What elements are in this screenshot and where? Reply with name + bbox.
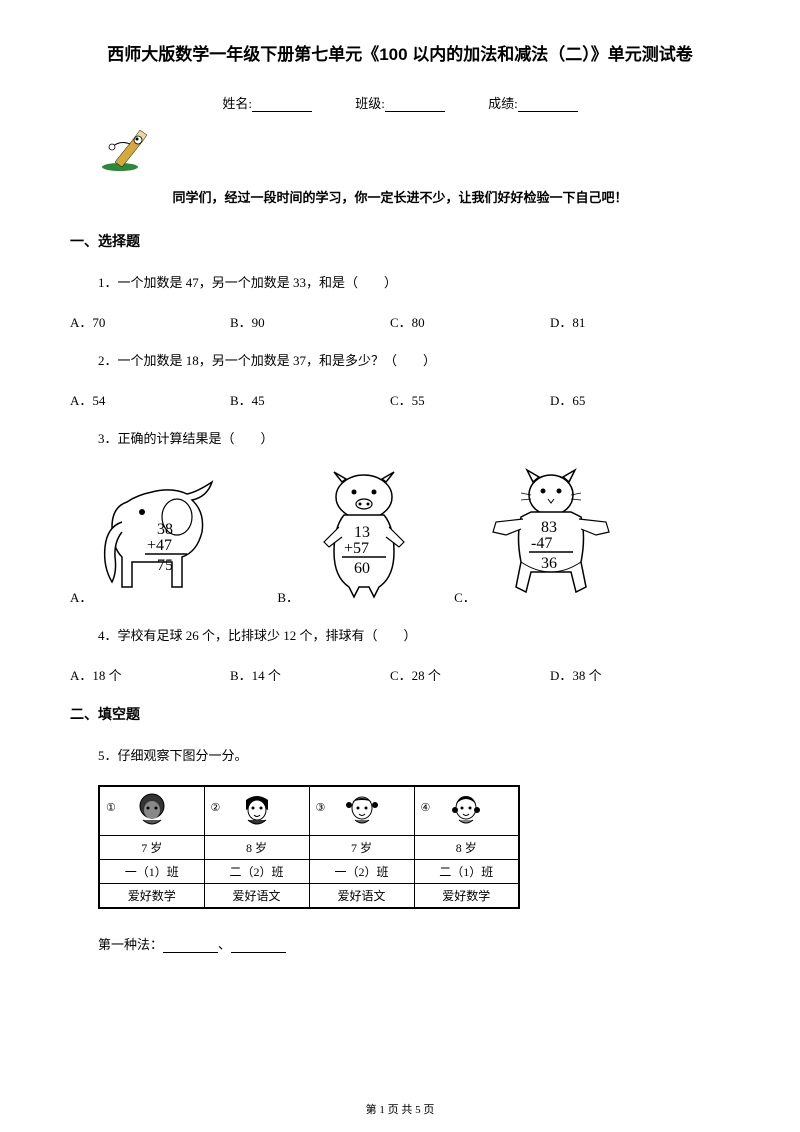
table-cell: 7 岁	[99, 835, 204, 859]
fill-blank-1[interactable]	[163, 940, 218, 953]
table-cell: 爱好语文	[309, 883, 414, 908]
elephant-icon: 38 +47 75	[97, 472, 247, 606]
table-cell: 7 岁	[309, 835, 414, 859]
pencil-cartoon-icon	[100, 122, 730, 177]
svg-text:75: 75	[157, 557, 173, 574]
num-1: ①	[106, 801, 116, 814]
q4-opt-b[interactable]: B．14 个	[230, 665, 390, 684]
child-head-icon-1	[133, 790, 171, 832]
q2-opt-d[interactable]: D．65	[550, 390, 710, 409]
student-info-line: 姓名: 班级: 成绩:	[70, 93, 730, 112]
svg-text:13: 13	[354, 524, 370, 541]
q4-options: A．18 个 B．14 个 C．28 个 D．38 个	[70, 665, 730, 684]
q2-options: A．54 B．45 C．55 D．65	[70, 390, 730, 409]
q3-opt-c[interactable]: C． 83 -47 36	[454, 467, 621, 606]
child-head-icon-4	[447, 790, 485, 832]
q4-opt-c[interactable]: C．28 个	[390, 665, 550, 684]
table-cell: 一（2）班	[309, 859, 414, 883]
table-cell: 二（1）班	[414, 859, 519, 883]
num-2: ②	[211, 801, 221, 814]
table-row-hobby: 爱好数学 爱好语文 爱好语文 爱好数学	[99, 883, 519, 908]
table-cell-img1: ①	[99, 786, 204, 836]
q5-table: ① ② ③ ④	[98, 785, 520, 909]
svg-text:+47: +47	[147, 537, 172, 554]
num-3: ③	[316, 801, 326, 814]
q3-label-a: A．	[70, 587, 92, 606]
name-label: 姓名:	[222, 96, 252, 111]
svg-text:-47: -47	[531, 535, 552, 552]
table-cell-img4: ④	[414, 786, 519, 836]
table-cell: 8 岁	[414, 835, 519, 859]
num-4: ④	[421, 801, 431, 814]
name-blank[interactable]	[252, 98, 312, 112]
child-head-icon-2	[238, 790, 276, 832]
q1-text: 1．一个加数是 47，另一个加数是 33，和是（ ）	[98, 273, 730, 294]
score-blank[interactable]	[518, 98, 578, 112]
q1-opt-c[interactable]: C．80	[390, 312, 550, 331]
pig-icon: 13 +57 60	[304, 467, 424, 606]
table-cell-img2: ②	[204, 786, 309, 836]
separator: 、	[218, 937, 231, 952]
table-row-age: 7 岁 8 岁 7 岁 8 岁	[99, 835, 519, 859]
q1-opt-d[interactable]: D．81	[550, 312, 710, 331]
svg-text:+57: +57	[344, 540, 369, 557]
svg-text:83: 83	[541, 519, 557, 536]
q4-text: 4．学校有足球 26 个，比排球少 12 个，排球有（ ）	[98, 626, 730, 647]
table-row-class: 一（1）班 二（2）班 一（2）班 二（1）班	[99, 859, 519, 883]
page-footer: 第 1 页 共 5 页	[0, 1101, 800, 1117]
q2-opt-b[interactable]: B．45	[230, 390, 390, 409]
child-head-icon-3	[343, 790, 381, 832]
q4-opt-d[interactable]: D．38 个	[550, 665, 710, 684]
q5-answer-line: 第一种法： 、	[98, 934, 730, 953]
q4-opt-a[interactable]: A．18 个	[70, 665, 230, 684]
svg-text:36: 36	[541, 555, 557, 572]
q5-text: 5．仔细观察下图分一分。	[98, 746, 730, 767]
table-cell: 爱好数学	[414, 883, 519, 908]
table-row-images: ① ② ③ ④	[99, 786, 519, 836]
q3-options: A． 38 +47 75 B．	[70, 467, 730, 606]
q1-options: A．70 B．90 C．80 D．81	[70, 312, 730, 331]
q2-opt-a[interactable]: A．54	[70, 390, 230, 409]
q3-opt-a[interactable]: A． 38 +47 75	[70, 472, 247, 606]
table-cell: 爱好语文	[204, 883, 309, 908]
svg-text:38: 38	[157, 521, 173, 538]
q5-table-container: ① ② ③ ④	[98, 785, 730, 909]
table-cell: 爱好数学	[99, 883, 204, 908]
class-label: 班级:	[355, 96, 385, 111]
score-label: 成绩:	[488, 96, 518, 111]
section2-title: 二、填空题	[70, 704, 730, 724]
table-cell-img3: ③	[309, 786, 414, 836]
table-cell: 一（1）班	[99, 859, 204, 883]
q1-opt-b[interactable]: B．90	[230, 312, 390, 331]
q2-text: 2．一个加数是 18，另一个加数是 37，和是多少？（ ）	[98, 351, 730, 372]
q3-label-c: C．	[454, 587, 476, 606]
encourage-text: 同学们，经过一段时间的学习，你一定长进不少，让我们好好检验一下自己吧！	[70, 187, 730, 206]
svg-text:60: 60	[354, 560, 370, 577]
q1-opt-a[interactable]: A．70	[70, 312, 230, 331]
q3-opt-b[interactable]: B． 13 +57 60	[277, 467, 424, 606]
answer-label: 第一种法：	[98, 937, 163, 952]
class-blank[interactable]	[385, 98, 445, 112]
q2-opt-c[interactable]: C．55	[390, 390, 550, 409]
table-cell: 二（2）班	[204, 859, 309, 883]
q3-label-b: B．	[277, 587, 299, 606]
page-title: 西师大版数学一年级下册第七单元《100 以内的加法和减法（二）》单元测试卷	[70, 40, 730, 65]
table-cell: 8 岁	[204, 835, 309, 859]
q3-text: 3．正确的计算结果是（ ）	[98, 429, 730, 450]
section1-title: 一、选择题	[70, 231, 730, 251]
fill-blank-2[interactable]	[231, 940, 286, 953]
cat-icon: 83 -47 36	[481, 467, 621, 606]
